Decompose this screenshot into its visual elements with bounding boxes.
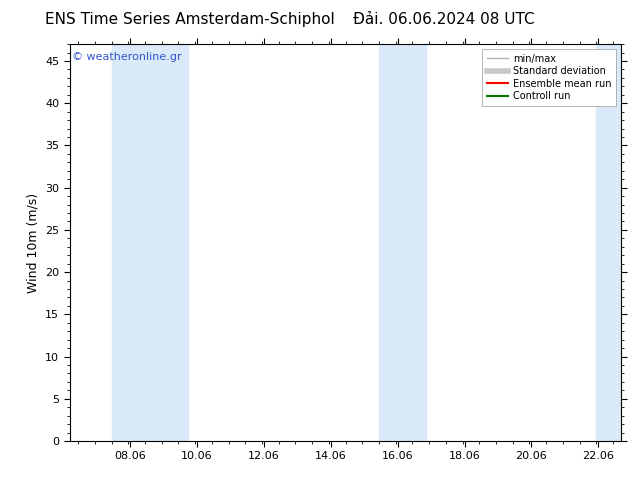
Bar [379,44,426,441]
Text: Đải. 06.06.2024 08 UTC: Đải. 06.06.2024 08 UTC [353,12,534,27]
Text: ENS Time Series Amsterdam-Schiphol: ENS Time Series Amsterdam-Schiphol [45,12,335,27]
Text: © weatheronline.gr: © weatheronline.gr [72,52,182,62]
Bar [596,44,621,441]
Bar [112,44,188,441]
Legend: min/max, Standard deviation, Ensemble mean run, Controll run: min/max, Standard deviation, Ensemble me… [482,49,616,106]
Y-axis label: Wind 10m (m/s): Wind 10m (m/s) [27,193,40,293]
